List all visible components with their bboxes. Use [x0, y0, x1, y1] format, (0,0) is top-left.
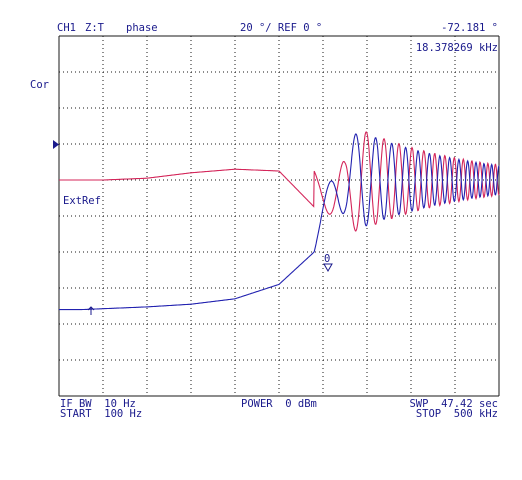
marker-triangle-icon	[323, 263, 333, 273]
reference-level-marker	[53, 140, 59, 149]
phase-trace-line	[59, 133, 500, 311]
extref-indicator: ExtRef	[63, 195, 101, 207]
correction-indicator: Cor	[30, 79, 49, 91]
if-bandwidth-label: IF BW 10 Hz	[60, 398, 136, 410]
channel-label: CH1	[57, 22, 76, 34]
start-arrow-icon	[87, 306, 95, 315]
sweep-time-label: SWP 47.42 sec	[409, 398, 498, 410]
start-frequency-label: START 100 Hz	[60, 408, 143, 420]
marker-value: -72.181 °	[441, 22, 498, 34]
marker-stimulus: 18.378269 kHz	[415, 42, 498, 54]
scale-ref-label: 20 °/ REF 0 °	[240, 22, 323, 34]
power-label: POWER 0 dBm	[241, 398, 317, 410]
graticule	[58, 35, 500, 397]
parameter-label: Z:T	[85, 22, 104, 34]
format-label: phase	[126, 22, 158, 34]
memory-trace-line	[59, 131, 500, 232]
stop-frequency-label: STOP 500 kHz	[415, 408, 498, 420]
marker-number: 0	[324, 253, 331, 265]
